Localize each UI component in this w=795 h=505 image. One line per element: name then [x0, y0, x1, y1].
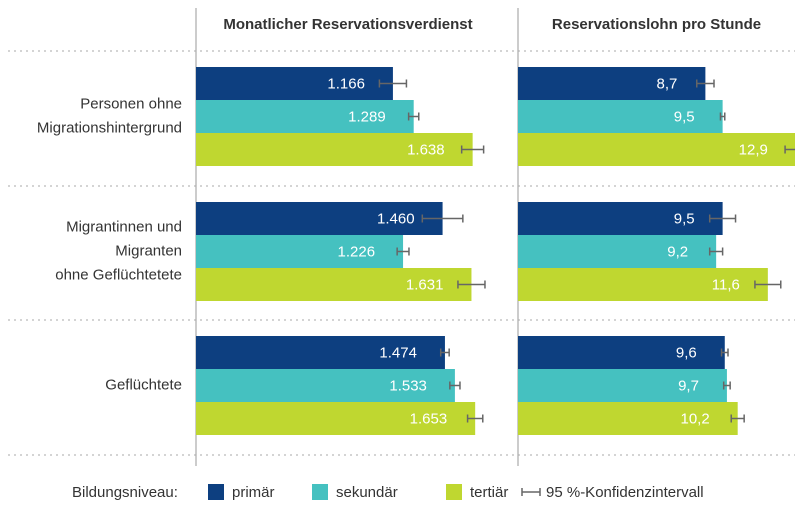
value-label: 1.533	[389, 377, 427, 394]
bar	[196, 202, 443, 235]
bar	[196, 67, 393, 100]
error-bar	[784, 145, 795, 154]
error-bar	[439, 348, 450, 357]
legend-ci-label: 95 %-Konfidenzintervall	[546, 484, 704, 501]
error-bar	[396, 247, 410, 256]
bar	[196, 369, 455, 402]
bar	[518, 133, 795, 166]
bar	[518, 202, 723, 235]
error-bar	[378, 79, 408, 88]
error-bar	[421, 214, 464, 223]
value-label: 1.226	[338, 243, 376, 260]
value-label: 9,6	[676, 344, 697, 361]
error-bar	[466, 414, 484, 423]
error-bar	[719, 112, 726, 121]
error-bar	[708, 247, 724, 256]
legend-swatch	[208, 484, 224, 500]
value-label: 9,5	[674, 210, 695, 227]
bar	[196, 402, 476, 435]
error-bar	[720, 348, 729, 357]
bar	[518, 268, 768, 301]
error-bar	[722, 381, 731, 390]
error-bar	[708, 214, 737, 223]
error-bar	[449, 381, 461, 390]
value-label: 8,7	[657, 75, 678, 92]
legend-label: tertiär	[470, 484, 508, 501]
bar	[518, 100, 723, 133]
error-bar	[730, 414, 745, 423]
error-bar	[460, 145, 485, 154]
legend-label: primär	[232, 484, 275, 501]
category-label: Personen ohne	[80, 95, 182, 112]
value-label: 12,9	[739, 141, 768, 158]
category-label: Geflüchtete	[105, 376, 182, 393]
bar	[518, 369, 727, 402]
value-label: 1.638	[407, 141, 445, 158]
legend-label: sekundär	[336, 484, 398, 501]
bar	[196, 100, 414, 133]
bar	[196, 235, 404, 268]
bar	[196, 133, 473, 166]
category-label: ohne Geflüchtetete	[55, 266, 182, 283]
value-label: 1.653	[410, 410, 448, 427]
bar	[518, 402, 738, 435]
value-label: 1.474	[379, 344, 417, 361]
legend-swatch	[312, 484, 328, 500]
bar	[196, 268, 472, 301]
error-bar	[407, 112, 420, 121]
value-label: 9,7	[678, 377, 699, 394]
category-label: Migranten	[115, 242, 182, 259]
bar	[196, 336, 445, 369]
value-label: 1.631	[406, 276, 444, 293]
value-label: 9,2	[667, 243, 688, 260]
bar	[518, 67, 706, 100]
legend-swatch	[446, 484, 462, 500]
value-label: 1.166	[327, 75, 365, 92]
value-label: 1.289	[348, 108, 386, 125]
value-label: 1.460	[377, 210, 415, 227]
error-bar	[754, 280, 782, 289]
bar	[518, 235, 717, 268]
value-label: 9,5	[674, 108, 695, 125]
legend-title: Bildungsniveau:	[72, 484, 178, 501]
category-label: Migrantinnen und	[66, 218, 182, 235]
error-bar	[696, 79, 715, 88]
panel-title: Reservationslohn pro Stunde	[552, 16, 761, 33]
category-label: Migrationshintergrund	[37, 119, 182, 136]
value-label: 11,6	[712, 276, 740, 293]
panel-title: Monatlicher Reservationsverdienst	[223, 16, 472, 33]
error-bar	[457, 280, 486, 289]
bar	[518, 336, 725, 369]
value-label: 10,2	[680, 410, 709, 427]
